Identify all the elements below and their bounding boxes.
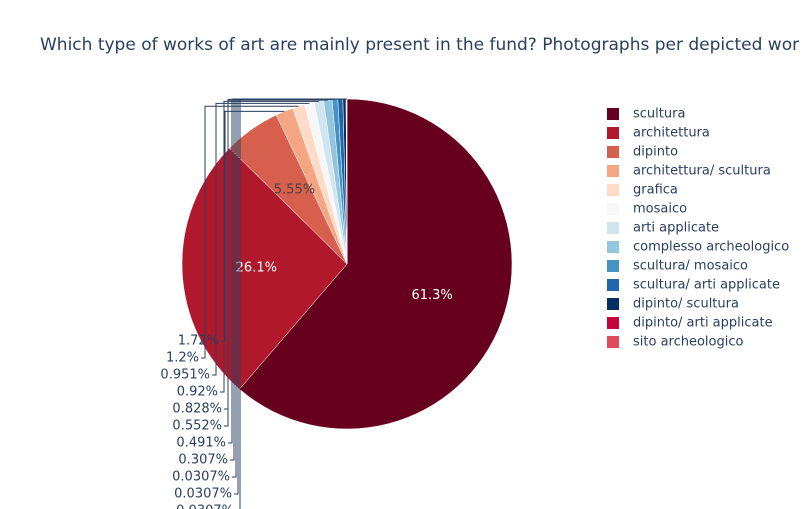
- legend-label[interactable]: architettura/ scultura: [633, 164, 771, 179]
- legend-swatch[interactable]: [607, 298, 619, 310]
- legend-label[interactable]: complesso archeologico: [633, 240, 789, 255]
- legend-label[interactable]: dipinto/ scultura: [633, 297, 739, 312]
- legend-swatch[interactable]: [607, 279, 619, 291]
- legend-swatch[interactable]: [607, 241, 619, 253]
- legend-label[interactable]: sito archeologico: [633, 335, 744, 350]
- legend-label[interactable]: dipinto: [633, 145, 678, 160]
- slice-label: 61.3%: [411, 288, 452, 303]
- slice-label: 0.307%: [178, 453, 228, 468]
- legend-swatch[interactable]: [607, 203, 619, 215]
- legend-label[interactable]: scultura/ mosaico: [633, 259, 748, 274]
- legend-swatch[interactable]: [607, 146, 619, 158]
- slice-label: 0.552%: [172, 419, 222, 434]
- slice-label: 0.951%: [160, 368, 210, 383]
- legend-swatch[interactable]: [607, 127, 619, 139]
- legend-swatch[interactable]: [607, 260, 619, 272]
- slice-label: 26.1%: [236, 260, 277, 275]
- slice-label: 0.828%: [172, 402, 222, 417]
- legend-label[interactable]: scultura: [633, 107, 685, 122]
- legend-label[interactable]: arti applicate: [633, 221, 719, 236]
- legend-label[interactable]: mosaico: [633, 202, 687, 217]
- slice-label: 0.491%: [176, 436, 226, 451]
- legend-label[interactable]: grafica: [633, 183, 678, 198]
- leader-line: [239, 98, 347, 509]
- pie-slice: [181, 147, 348, 390]
- legend-swatch[interactable]: [607, 336, 619, 348]
- legend-swatch[interactable]: [607, 165, 619, 177]
- pie-slice: [239, 98, 513, 430]
- legend-label[interactable]: architettura: [633, 126, 710, 141]
- legend-label[interactable]: dipinto/ arti applicate: [633, 316, 773, 331]
- leader-line: [201, 105, 299, 359]
- slice-label: 0.0307%: [172, 470, 230, 485]
- legend-swatch[interactable]: [607, 317, 619, 329]
- legend-swatch[interactable]: [607, 108, 619, 120]
- legend-swatch[interactable]: [607, 184, 619, 196]
- slice-label: 0.92%: [177, 385, 218, 400]
- leader-line: [212, 102, 310, 376]
- leader-line: [221, 110, 285, 342]
- slice-label: 1.2%: [166, 351, 199, 366]
- slice-label: 5.55%: [274, 183, 315, 198]
- legend-swatch[interactable]: [607, 222, 619, 234]
- legend-label[interactable]: scultura/ arti applicate: [633, 278, 780, 293]
- slice-label: 0.0307%: [176, 504, 234, 509]
- leader-line: [220, 100, 319, 393]
- chart-title: Which type of works of art are mainly pr…: [40, 35, 799, 55]
- slice-label: 1.72%: [178, 334, 219, 349]
- slice-label: 0.0307%: [174, 487, 232, 502]
